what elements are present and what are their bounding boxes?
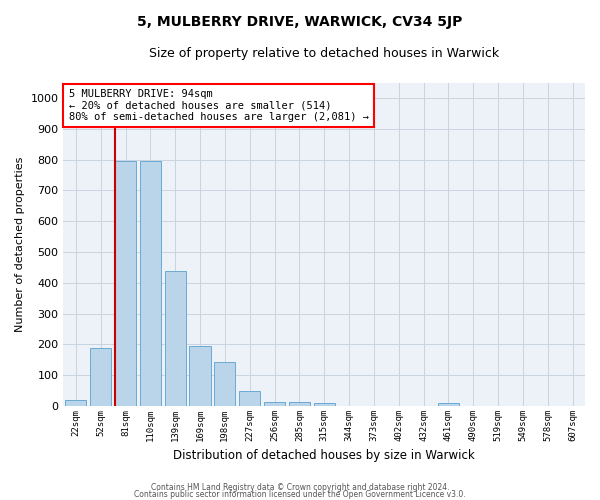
Y-axis label: Number of detached properties: Number of detached properties	[15, 156, 25, 332]
Bar	[190, 346, 211, 406]
Bar	[314, 403, 335, 406]
Bar	[164, 270, 186, 406]
Bar	[438, 403, 459, 406]
Bar	[65, 400, 86, 406]
X-axis label: Distribution of detached houses by size in Warwick: Distribution of detached houses by size …	[173, 450, 475, 462]
Text: 5, MULBERRY DRIVE, WARWICK, CV34 5JP: 5, MULBERRY DRIVE, WARWICK, CV34 5JP	[137, 15, 463, 29]
Bar	[90, 348, 111, 406]
Bar	[264, 402, 285, 406]
Text: Contains public sector information licensed under the Open Government Licence v3: Contains public sector information licen…	[134, 490, 466, 499]
Bar	[115, 161, 136, 406]
Bar	[140, 161, 161, 406]
Title: Size of property relative to detached houses in Warwick: Size of property relative to detached ho…	[149, 48, 499, 60]
Bar	[214, 362, 235, 406]
Text: Contains HM Land Registry data © Crown copyright and database right 2024.: Contains HM Land Registry data © Crown c…	[151, 484, 449, 492]
Bar	[239, 392, 260, 406]
Text: 5 MULBERRY DRIVE: 94sqm
← 20% of detached houses are smaller (514)
80% of semi-d: 5 MULBERRY DRIVE: 94sqm ← 20% of detache…	[68, 89, 368, 122]
Bar	[289, 402, 310, 406]
